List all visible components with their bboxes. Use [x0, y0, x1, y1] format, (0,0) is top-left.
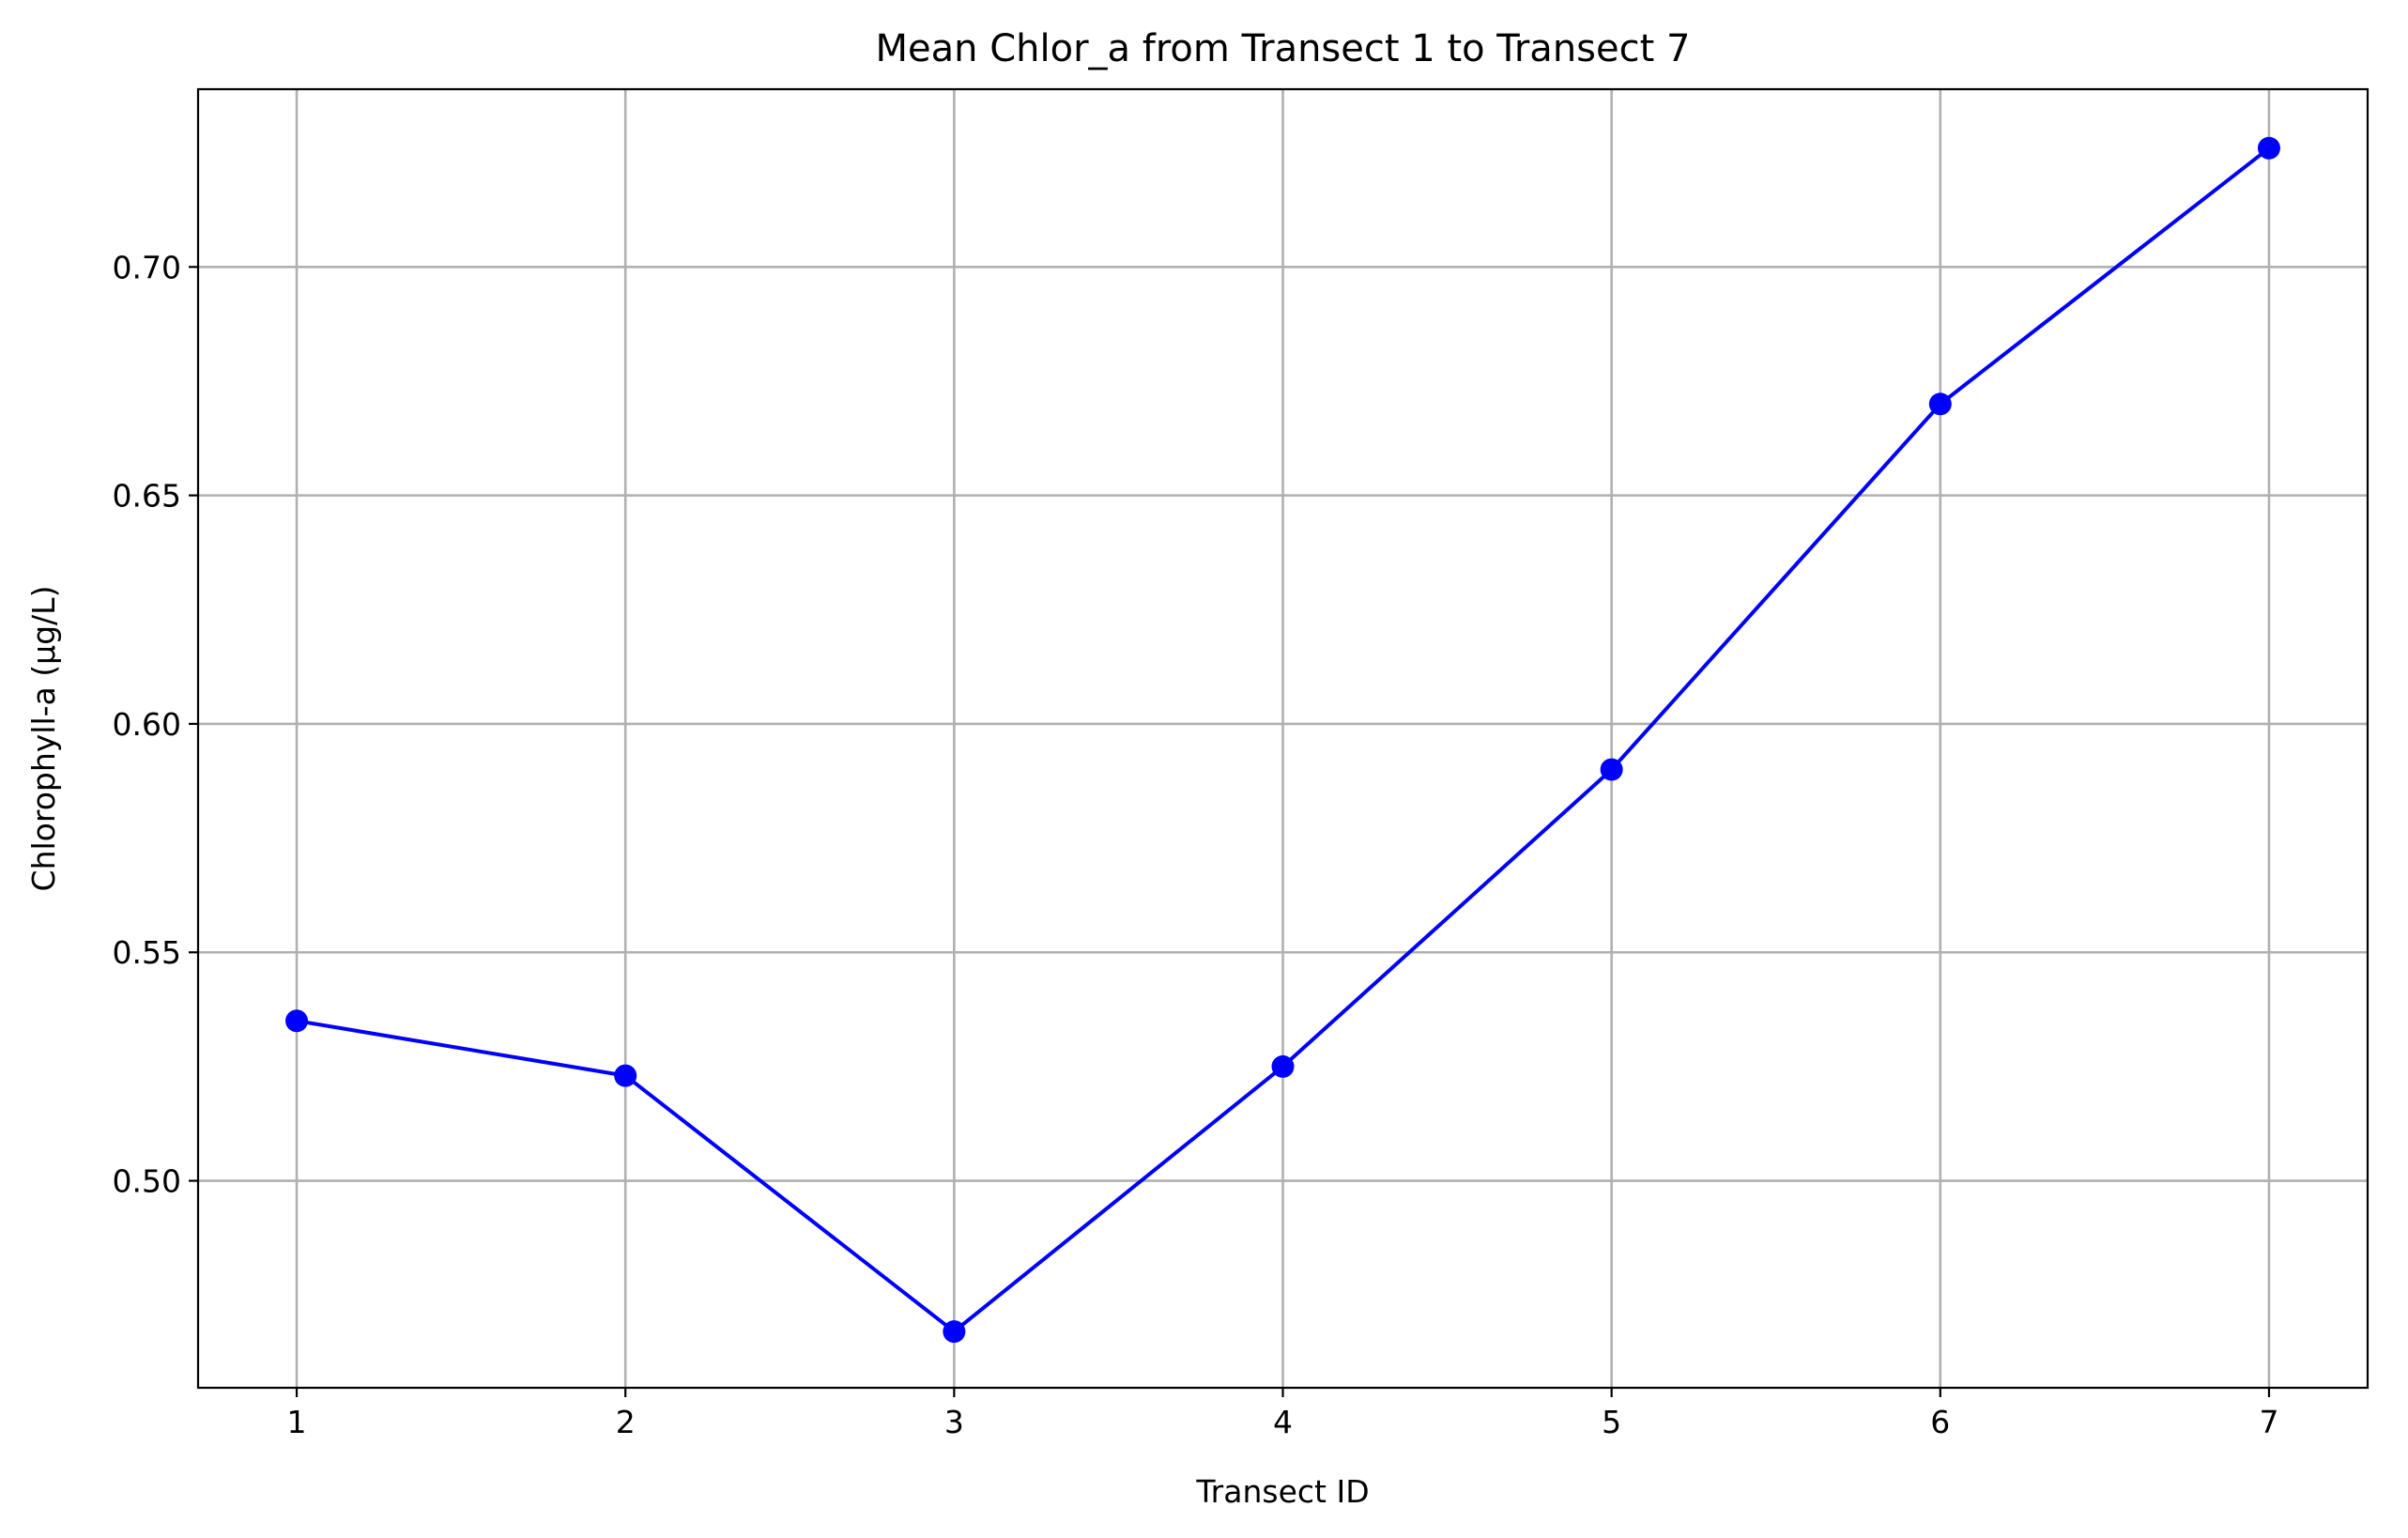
- data-point-3: [943, 1320, 966, 1344]
- data-point-4: [1271, 1054, 1295, 1078]
- data-point-1: [285, 1009, 309, 1033]
- y-tick-label: 0.65: [113, 478, 181, 515]
- grid-lines: [198, 89, 2368, 1388]
- x-tick-label: 5: [1602, 1404, 1621, 1440]
- y-tick-label: 0.50: [113, 1163, 181, 1200]
- data-point-6: [1928, 392, 1952, 416]
- y-tick-label: 0.60: [113, 706, 181, 743]
- data-point-2: [614, 1064, 637, 1087]
- x-tick-label: 6: [1930, 1404, 1950, 1440]
- x-tick-label: 2: [616, 1404, 636, 1440]
- y-tick-label: 0.70: [113, 249, 181, 285]
- data-point-7: [2257, 136, 2280, 160]
- x-tick-label: 4: [1273, 1404, 1293, 1440]
- x-axis-label: Transect ID: [1195, 1473, 1369, 1510]
- series-layer: [285, 136, 2280, 1344]
- data-point-5: [1600, 758, 1623, 781]
- chart-title: Mean Chlor_a from Transect 1 to Transect…: [876, 27, 1691, 70]
- y-tick-label: 0.55: [113, 934, 181, 971]
- x-tick-label: 3: [944, 1404, 964, 1440]
- y-axis-label: Chlorophyll-a (µg/L): [25, 586, 62, 892]
- x-tick-label: 1: [287, 1404, 307, 1440]
- axis-ticks: 1 2 3 4 5 6 7 0.50 0.55 0.60 0.65 0.70: [113, 249, 2279, 1440]
- x-tick-label: 7: [2259, 1404, 2278, 1440]
